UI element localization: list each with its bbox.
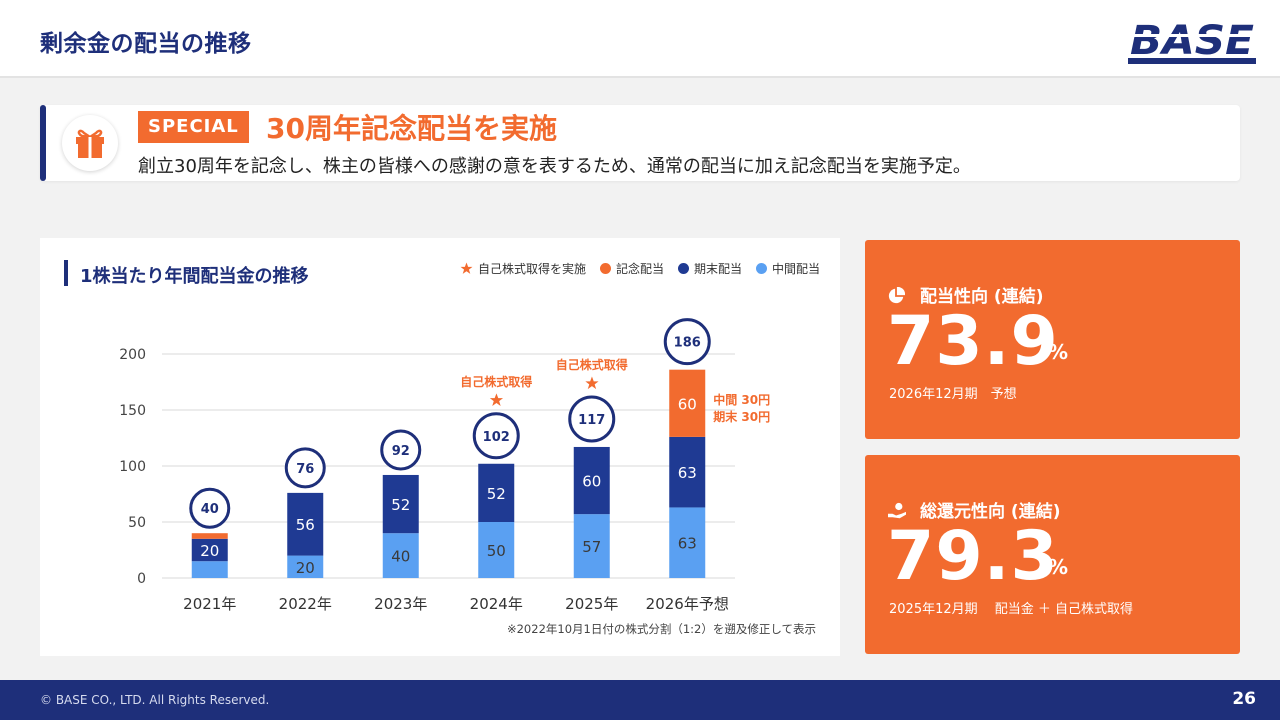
chart-legend: 自己株式取得を実施 記念配当 期末配当 中間配当 bbox=[446, 260, 820, 277]
y-tick-label: 150 bbox=[119, 403, 146, 419]
commemorative-note-line1: 中間 30円 bbox=[713, 392, 770, 407]
gift-icon-circle bbox=[62, 115, 118, 171]
buyback-star bbox=[585, 376, 599, 390]
kpi-payout-ratio-value: 73.9 bbox=[887, 302, 1059, 381]
bar-segment bbox=[573, 514, 610, 578]
legend-interim-label: 中間配当 bbox=[771, 262, 820, 276]
bar-segment bbox=[478, 522, 515, 578]
total-circle bbox=[472, 412, 520, 460]
bar-value-label: 50 bbox=[487, 542, 506, 560]
banner-title: 30周年記念配当を実施 bbox=[266, 112, 557, 145]
bar-segment bbox=[191, 538, 228, 562]
y-tick-label: 100 bbox=[119, 459, 146, 475]
legend-commemorative: 記念配当 bbox=[599, 260, 664, 277]
bar-value-label: 63 bbox=[678, 464, 697, 482]
kpi-payout-ratio-sub: 2026年12月期 予想 bbox=[889, 387, 1017, 402]
total-circle bbox=[189, 487, 231, 529]
legend-swatch-commemorative bbox=[599, 263, 611, 274]
chart-footnote: ※2022年10月1日付の株式分割（1:2）を遡及修正して表示 bbox=[506, 622, 816, 636]
bar-segment bbox=[382, 533, 419, 578]
total-circle bbox=[380, 429, 422, 471]
kpi-total-return-sub: 2025年12月期 配当金 ＋ 自己株式取得 bbox=[889, 602, 1134, 617]
bar-value-label: 60 bbox=[582, 473, 601, 491]
total-label: 186 bbox=[674, 336, 701, 351]
kpi-total-return-label: 総還元性向 (連結) bbox=[920, 502, 1061, 522]
bar-segment bbox=[191, 561, 228, 578]
bar-segment bbox=[287, 492, 324, 556]
chart-title-accent bbox=[64, 260, 68, 286]
special-banner: SPECIAL 30周年記念配当を実施 創立30周年を記念し、株主の皆様への感謝… bbox=[40, 105, 1240, 181]
kpi-total-return-unit: % bbox=[1048, 555, 1069, 579]
dividend-bar-chart: 0 50 100 150 200 20 40 2021年 20 56 76 2022年 40 52 92 20… bbox=[119, 318, 770, 613]
bar-value-label: 20 bbox=[200, 542, 219, 560]
footer: © BASE CO., LTD. All Rights Reserved. 26 bbox=[0, 680, 1280, 720]
total-label: 92 bbox=[392, 444, 410, 459]
bar-value-label: 60 bbox=[678, 395, 697, 413]
bar-value-label: 63 bbox=[678, 535, 697, 553]
bar-segment bbox=[573, 446, 610, 515]
x-tick-label: 2026年予想 bbox=[646, 595, 729, 613]
legend-year-end: 期末配当 bbox=[677, 260, 742, 277]
total-circle bbox=[568, 395, 616, 443]
chart-title: 1株当たり年間配当金の推移 bbox=[80, 266, 309, 287]
kpi-payout-ratio-unit: % bbox=[1048, 340, 1069, 364]
bar-value-label: 52 bbox=[391, 496, 410, 514]
x-tick-label: 2025年 bbox=[565, 595, 618, 613]
y-tick-label: 50 bbox=[128, 515, 146, 531]
bar-segment bbox=[478, 463, 515, 522]
legend-interim: 中間配当 bbox=[755, 260, 820, 277]
base-logo: BASE bbox=[1128, 18, 1256, 64]
total-label: 102 bbox=[483, 430, 510, 445]
total-label: 117 bbox=[578, 413, 605, 428]
bar-value-label: 40 bbox=[391, 548, 410, 566]
special-badge: SPECIAL bbox=[138, 111, 249, 143]
legend-buyback-label: 自己株式取得を実施 bbox=[477, 262, 586, 276]
chart-card: 1株当たり年間配当金の推移 自己株式取得を実施 記念配当 期末配当 中間配当 0… bbox=[40, 238, 840, 656]
kpi-payout-ratio: 配当性向 (連結) 73.9 % 2026年12月期 予想 bbox=[865, 240, 1240, 439]
banner-accent-bar bbox=[40, 105, 46, 181]
hand-coin-icon bbox=[888, 502, 906, 519]
bar-value-label: 52 bbox=[487, 485, 506, 503]
bar-segment bbox=[669, 436, 706, 508]
bar-value-label: 20 bbox=[296, 559, 315, 577]
legend-swatch-year-end bbox=[677, 263, 689, 274]
kpi-payout-ratio-label: 配当性向 (連結) bbox=[920, 287, 1044, 307]
legend-swatch-interim bbox=[755, 263, 767, 274]
commemorative-note-line2: 期末 30円 bbox=[713, 409, 770, 424]
page-title: 剰余金の配当の推移 bbox=[40, 31, 252, 57]
buyback-label: 自己株式取得 bbox=[460, 374, 532, 389]
y-tick-label: 0 bbox=[137, 571, 146, 587]
bar-segment bbox=[669, 369, 706, 437]
legend-buyback: 自己株式取得を実施 bbox=[460, 260, 586, 277]
legend-year-end-label: 期末配当 bbox=[693, 262, 742, 276]
y-tick-label: 200 bbox=[119, 347, 146, 363]
bar-segment bbox=[191, 533, 228, 539]
header: 剰余金の配当の推移 BASE bbox=[0, 0, 1280, 78]
total-label: 40 bbox=[201, 502, 219, 517]
kpi-total-return-value: 79.3 bbox=[887, 517, 1059, 596]
kpi-total-return-ratio: 総還元性向 (連結) 79.3 % 2025年12月期 配当金 ＋ 自己株式取得 bbox=[865, 455, 1240, 654]
copyright: © BASE CO., LTD. All Rights Reserved. bbox=[40, 693, 270, 707]
x-tick-label: 2024年 bbox=[470, 595, 523, 613]
x-tick-label: 2021年 bbox=[183, 595, 236, 613]
bar-segment bbox=[382, 474, 419, 534]
bar-value-label: 56 bbox=[296, 516, 315, 534]
legend-commemorative-label: 記念配当 bbox=[615, 262, 664, 276]
pie-chart-icon bbox=[888, 287, 905, 304]
bar-value-label: 57 bbox=[582, 538, 601, 556]
star-icon bbox=[460, 262, 473, 274]
x-tick-label: 2023年 bbox=[374, 595, 427, 613]
buyback-label: 自己株式取得 bbox=[556, 357, 628, 372]
x-tick-label: 2022年 bbox=[279, 595, 332, 613]
banner-description: 創立30周年を記念し、株主の皆様への感謝の意を表するため、通常の配当に加え記念配… bbox=[138, 156, 971, 177]
total-label: 76 bbox=[296, 462, 314, 477]
total-circle bbox=[663, 318, 711, 366]
bar-segment bbox=[287, 555, 324, 578]
buyback-star bbox=[489, 393, 504, 406]
bar-segment bbox=[669, 507, 706, 578]
page-number: 26 bbox=[1232, 689, 1256, 709]
gift-icon bbox=[76, 129, 104, 158]
logo-text: BASE bbox=[1130, 18, 1254, 64]
total-circle bbox=[284, 447, 326, 489]
